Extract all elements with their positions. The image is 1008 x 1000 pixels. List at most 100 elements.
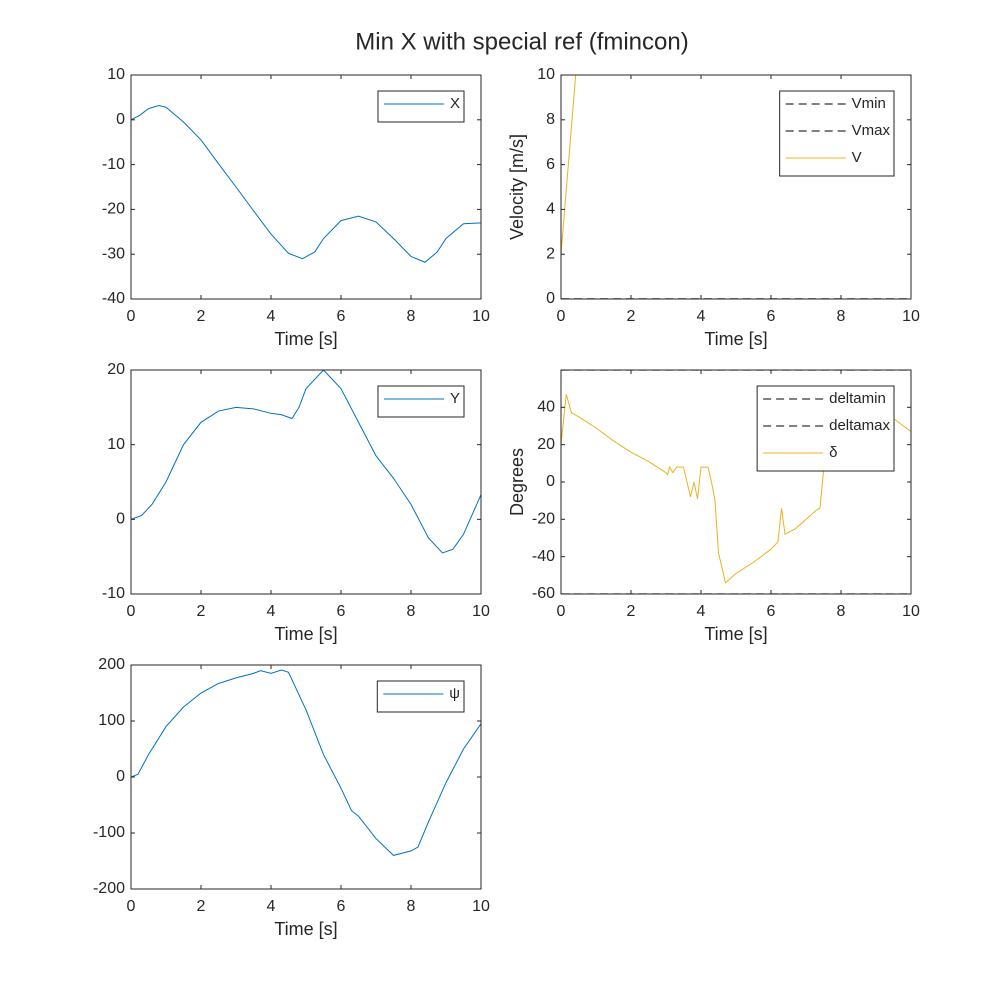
y-axis-label: Degrees (507, 448, 527, 516)
x-tick-label: 6 (337, 603, 346, 620)
y-tick-label: 20 (107, 361, 125, 378)
y-tick-label: 20 (537, 436, 555, 453)
x-tick-label: 0 (127, 898, 136, 915)
x-tick-label: 8 (837, 308, 846, 325)
legend-label: Y (450, 390, 460, 407)
legend-box (377, 385, 465, 418)
y-tick-label: 10 (107, 436, 125, 453)
legend: Y (377, 385, 465, 418)
y-tick-label: -200 (93, 880, 125, 897)
legend-label: deltamin (829, 390, 886, 407)
y-tick-label: -10 (102, 156, 125, 173)
x-tick-label: 6 (767, 603, 776, 620)
series-line (561, 75, 911, 255)
x-tick-label: 0 (557, 603, 566, 620)
legend-box (377, 90, 465, 123)
x-tick-label: 6 (767, 308, 776, 325)
legend-box (779, 90, 895, 177)
x-tick-label: 4 (267, 603, 276, 620)
x-axis-label: Time [s] (274, 624, 337, 644)
y-tick-label: -40 (102, 290, 125, 307)
x-tick-label: 4 (267, 898, 276, 915)
y-tick-label: 4 (546, 201, 555, 218)
legend-label: Vmax (852, 122, 891, 139)
x-tick-label: 8 (407, 603, 416, 620)
legend-label: δ (829, 444, 837, 461)
x-tick-label: 2 (197, 308, 206, 325)
y-tick-label: 0 (116, 111, 125, 128)
x-tick-label: 10 (902, 603, 920, 620)
x-tick-label: 6 (337, 898, 346, 915)
x-tick-label: 8 (837, 603, 846, 620)
y-tick-label: 0 (116, 511, 125, 528)
y-tick-label: 0 (546, 473, 555, 490)
x-tick-label: 8 (407, 308, 416, 325)
x-tick-label: 4 (697, 308, 706, 325)
x-tick-label: 0 (127, 308, 136, 325)
y-tick-label: -40 (532, 548, 555, 565)
y-tick-label: 10 (537, 66, 555, 83)
x-tick-label: 6 (337, 308, 346, 325)
y-tick-label: 8 (546, 111, 555, 128)
x-tick-label: 4 (697, 603, 706, 620)
y-tick-label: 100 (98, 712, 125, 729)
x-axis-label: Time [s] (704, 329, 767, 349)
y-tick-label: 6 (546, 156, 555, 173)
x-tick-label: 4 (267, 308, 276, 325)
x-tick-label: 2 (197, 603, 206, 620)
x-axis-label: Time [s] (274, 329, 337, 349)
x-tick-label: 0 (127, 603, 136, 620)
series-line (131, 370, 481, 554)
axes-box (130, 369, 482, 595)
series-line (131, 669, 481, 856)
y-tick-label: -10 (102, 585, 125, 602)
plot-area (561, 370, 911, 594)
y-tick-label: -30 (102, 245, 125, 262)
y-tick-label: 2 (546, 245, 555, 262)
plot-area (131, 104, 481, 263)
figure-title: Min X with special ref (fmincon) (355, 28, 688, 55)
y-tick-label: -20 (102, 201, 125, 218)
x-tick-label: 2 (197, 898, 206, 915)
y-tick-label: 0 (546, 290, 555, 307)
subplot: 0 2 4 6 8 10 -40 -30 -20 -10 0 10 Time [s] X (102, 66, 490, 349)
plot-area (561, 75, 911, 299)
y-tick-label: 40 (537, 399, 555, 416)
y-tick-label: -20 (532, 511, 555, 528)
subplot: 0 2 4 6 8 10 0 2 4 6 8 10 Time [s] Velocity [m/s] Vmin… (507, 66, 920, 349)
x-tick-label: 10 (902, 308, 920, 325)
axes-box (560, 74, 912, 300)
x-tick-label: 10 (472, 898, 490, 915)
y-axis-label: Velocity [m/s] (507, 134, 527, 240)
y-tick-label: 200 (98, 656, 125, 673)
x-tick-label: 10 (472, 603, 490, 620)
x-tick-label: 0 (557, 308, 566, 325)
x-axis-label: Time [s] (274, 919, 337, 939)
plot-area (131, 669, 481, 856)
y-tick-label: 0 (116, 768, 125, 785)
legend-box (376, 680, 465, 713)
y-tick-label: 10 (107, 66, 125, 83)
plot-area (131, 370, 481, 554)
legend: Vmin Vmax V (779, 90, 895, 177)
subplot: 0 2 4 6 8 10 -60 -40 -20 0 20 40 Time [s] Degrees delt… (507, 369, 920, 644)
legend: deltamin deltamax δ (756, 385, 895, 472)
legend-label: X (450, 95, 460, 112)
legend-label: ψ (449, 685, 460, 702)
axes-box (130, 74, 482, 300)
y-tick-label: -100 (93, 824, 125, 841)
legend-box (756, 385, 895, 472)
series-line (561, 394, 911, 584)
x-tick-label: 2 (627, 603, 636, 620)
x-tick-label: 10 (472, 308, 490, 325)
x-tick-label: 2 (627, 308, 636, 325)
x-axis-label: Time [s] (704, 624, 767, 644)
series-line (131, 104, 481, 263)
legend: ψ (376, 680, 465, 713)
legend: X (377, 90, 465, 123)
legend-label: deltamax (829, 417, 890, 434)
subplot: 0 2 4 6 8 10 -200 -100 0 100 200 Time [s] ψ (93, 656, 490, 939)
y-tick-label: -60 (532, 585, 555, 602)
